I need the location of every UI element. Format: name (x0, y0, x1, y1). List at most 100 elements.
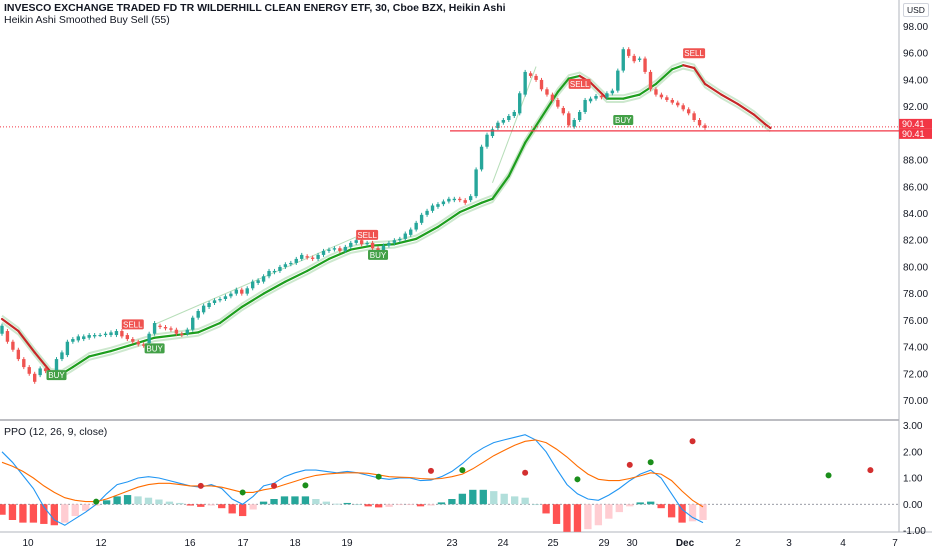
indicator-label[interactable]: Heikin Ashi Smoothed Buy Sell (55) (4, 14, 170, 26)
trend-segment (109, 343, 134, 353)
histogram-bar (636, 502, 644, 505)
cross-marker (302, 482, 309, 489)
histogram-bar (155, 499, 163, 505)
price-tick-label: 96.00 (903, 49, 928, 60)
candle-body (528, 73, 533, 76)
trend-segment (153, 333, 178, 339)
sell-label: SELL (123, 320, 143, 329)
trend-segment (71, 355, 91, 369)
histogram-bar (333, 503, 341, 505)
candle-body (577, 111, 582, 120)
candle-body (92, 335, 97, 337)
histogram-bar (102, 500, 111, 505)
trend-segment (671, 64, 685, 71)
buy-signal: BUY (46, 370, 67, 381)
candle-body (327, 249, 331, 251)
ppo-tick-label: 2.00 (903, 447, 923, 458)
trend-channel-lower (1, 67, 771, 379)
trend-segment (458, 201, 483, 214)
trend-segment (540, 90, 559, 119)
buy-label: BUY (615, 116, 632, 125)
candle-body (681, 105, 685, 110)
histogram-bar (605, 504, 613, 519)
candle-body (11, 341, 15, 350)
candle-body (381, 245, 386, 251)
signal-markers: BUY SELL BUY SELL BUY SELL BUY SELL (46, 48, 706, 381)
buy-signal: BUY (613, 115, 634, 125)
candle-body (191, 317, 195, 330)
histogram-bar (228, 504, 236, 514)
price-tick-label: 82.00 (903, 236, 928, 247)
trend-segment (306, 257, 331, 273)
candle-body (539, 79, 544, 90)
sell-badge (121, 319, 144, 330)
histogram-bar (427, 504, 435, 506)
last-price-label: 90.41 (902, 119, 925, 129)
histogram-bar (238, 504, 247, 517)
candle-body (212, 300, 217, 303)
trend-segment (17, 329, 36, 354)
trend-line (0, 64, 772, 375)
candle-body (616, 70, 620, 91)
histogram-bar (615, 504, 623, 513)
cross-marker (375, 473, 382, 480)
trend-segment (622, 93, 641, 100)
trend-segment (720, 93, 739, 106)
price-tick-label: 98.00 (903, 22, 928, 33)
candle-body (392, 240, 397, 243)
ppo-indicator-label[interactable]: PPO (12, 26, 9, close) (4, 426, 108, 438)
ppo-histogram (0, 489, 707, 532)
projection-line (491, 66, 537, 183)
cross-marker (867, 467, 874, 474)
candle-body (223, 296, 228, 299)
trend-segment (763, 122, 772, 130)
candle-body (267, 270, 271, 277)
trend-segment (491, 175, 510, 200)
price-tick-label: 86.00 (903, 182, 928, 193)
candle-body (665, 97, 669, 100)
histogram-bar (270, 499, 278, 505)
candle-body (496, 122, 500, 129)
histogram-bar (542, 504, 550, 514)
histogram-bar (584, 504, 592, 530)
ppo-tick-label: 3.00 (903, 421, 923, 432)
buy-label: BUY (48, 371, 65, 380)
candle-body (120, 331, 124, 337)
currency-badge[interactable]: USD (903, 3, 929, 17)
projection-line (154, 231, 368, 325)
price-tick-label: 80.00 (903, 262, 928, 273)
buy-signal: BUY (144, 343, 165, 354)
last-price-badge (899, 118, 932, 129)
price-tick-label: 94.00 (903, 75, 928, 86)
time-tick-label: 19 (341, 538, 353, 549)
histogram-bar (301, 496, 310, 505)
candle-body (485, 134, 489, 147)
candle-body (534, 75, 538, 80)
candle-body (218, 298, 222, 301)
buy-badge (613, 115, 634, 125)
time-tick-label: 7 (892, 538, 898, 549)
time-tick-label: 25 (547, 538, 559, 549)
candle-body (136, 341, 140, 345)
time-tick-label: 29 (598, 538, 610, 549)
trend-segment (654, 68, 674, 86)
candle-body (87, 335, 91, 338)
candle-body (523, 71, 527, 95)
candle-body (697, 120, 702, 126)
candle-body (452, 198, 457, 201)
sell-badge (356, 229, 379, 240)
cross-marker (574, 476, 581, 483)
candle-body (16, 349, 21, 360)
histogram-bar (688, 504, 697, 522)
candle-body (60, 352, 64, 360)
candle-body (278, 266, 282, 271)
histogram-bar (573, 504, 582, 532)
candle-body (458, 198, 462, 201)
buy-badge (368, 249, 389, 260)
candle-body (632, 55, 636, 62)
trend-segment (638, 82, 658, 96)
histogram-bar (594, 504, 603, 526)
histogram-bar (50, 504, 58, 526)
candle-body (676, 102, 680, 106)
